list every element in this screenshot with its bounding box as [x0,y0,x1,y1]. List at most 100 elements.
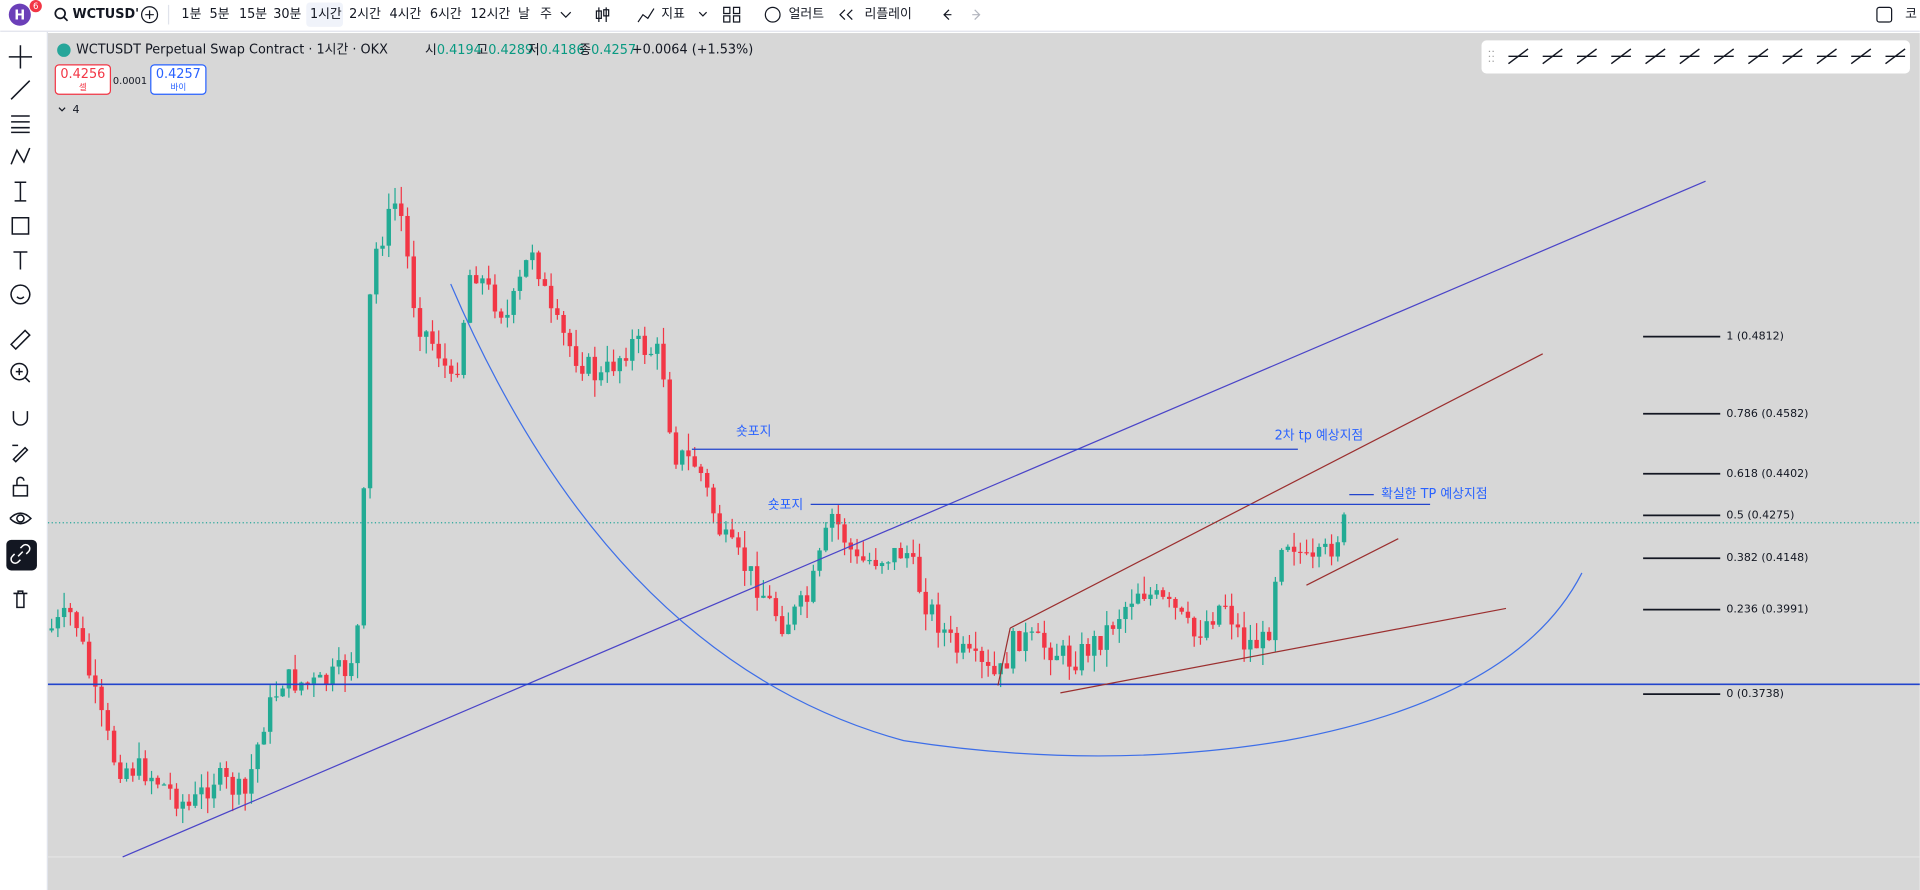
left-tool[interactable] [8,45,33,69]
indicator-dropdown[interactable] [698,11,708,17]
left-tool[interactable] [9,512,32,525]
candle-body [1017,631,1022,652]
left-tool[interactable] [11,216,30,235]
left-tool[interactable] [13,251,28,270]
candle-body [967,643,972,649]
left-tool[interactable] [12,411,29,426]
left-tool[interactable] [10,362,31,383]
draw-tool[interactable] [1610,48,1632,65]
left-tool[interactable] [10,284,31,305]
interval[interactable]: 30분 [273,7,301,22]
interval-dropdown[interactable] [560,11,572,19]
candle-body [218,768,223,785]
draw-tool[interactable] [1508,48,1529,65]
interval[interactable]: 5분 [210,7,230,22]
candle-body [1167,596,1172,599]
candle-body [530,252,535,261]
candle-body [548,285,554,309]
candle-body [430,331,435,344]
redo[interactable] [972,9,981,21]
annotation: 숏포지 [768,498,803,513]
indicators[interactable]: 지표 [661,7,685,22]
draw-tool[interactable] [1850,48,1872,65]
draw-tool[interactable] [1782,48,1803,65]
left-tool[interactable] [10,80,31,100]
interval[interactable]: 1시간 [310,7,342,22]
candle-body [1229,605,1234,625]
replay-icon[interactable] [839,9,853,21]
collapse-icon[interactable] [58,107,66,112]
candle-body [861,556,866,561]
candle-body [1335,542,1340,557]
left-tool[interactable] [13,590,28,609]
spread: 0.0001 [113,76,147,87]
candle-body [630,338,635,361]
left-tool[interactable] [14,181,27,202]
candle-body [49,628,54,631]
interval[interactable]: 6시간 [430,7,462,22]
symbol[interactable]: WCTUSD' [72,7,139,22]
candle-body [1310,552,1316,557]
candle-body [911,553,916,557]
search-icon[interactable] [54,7,66,20]
avatar[interactable] [8,3,31,26]
indicator-icon[interactable] [637,8,655,23]
active-tool-bg [6,539,37,571]
interval[interactable]: 날 [518,7,530,22]
legend-title: WCTUSDT Perpetual Swap Contract · 1시간 · … [76,43,388,58]
window-icon[interactable] [1876,6,1893,23]
candle-body [480,278,485,284]
draw-tool[interactable] [1576,48,1598,65]
left-tool[interactable] [11,115,30,134]
candle-body [274,696,279,698]
left-tool[interactable] [10,147,31,165]
candle-body [130,768,136,776]
fib-label: 0.786 (0.4582) [1726,407,1808,420]
add-symbol[interactable] [141,6,159,24]
alert[interactable]: 얼러트 [789,7,825,22]
interval[interactable]: 12시간 [470,7,510,22]
drag-handle[interactable] [1488,50,1494,62]
ohlc-label: 저 [528,43,540,58]
layout-icon[interactable] [723,6,741,23]
avatar-letter: H [14,8,25,23]
draw-tool[interactable] [1713,48,1735,65]
draw-tool[interactable] [1816,48,1837,65]
candle-body [798,595,804,607]
draw-tool[interactable] [1679,48,1700,65]
candle-body [199,787,204,795]
interval[interactable]: 4시간 [390,7,422,22]
left-tool[interactable] [10,329,31,351]
replay[interactable]: 리플레이 [865,7,912,22]
draw-tool[interactable] [1542,48,1563,65]
sell-button[interactable] [54,64,112,95]
candle-body [299,682,304,691]
draw-tool[interactable] [1885,48,1906,65]
undo[interactable] [943,9,952,21]
fib-label: 0.5 (0.4275) [1726,508,1794,521]
candle-body [1085,644,1091,656]
draw-tool[interactable] [1645,48,1666,65]
candle-body [417,308,423,337]
interval[interactable]: 1분 [181,7,201,22]
left-tool[interactable] [12,444,29,463]
trend-line [122,180,1706,858]
buy-button[interactable] [150,64,207,95]
left-tool[interactable] [12,476,29,497]
candle-body [424,331,429,337]
candle-body [648,353,654,356]
alert-icon[interactable] [764,6,781,23]
left-tool[interactable] [10,543,31,565]
search-handle [63,16,69,22]
candle-body [174,788,179,809]
draw-tool[interactable] [1747,48,1769,65]
ohlc-value: 0.4257 [591,43,636,58]
candle-body [180,801,185,809]
candle-type-icon[interactable] [595,7,610,23]
channel-bottom [1060,607,1507,694]
interval[interactable]: 주 [540,7,552,22]
interval[interactable]: 2시간 [349,7,381,22]
candle-body [442,358,448,366]
candle-body [942,629,947,633]
interval[interactable]: 15분 [239,7,267,22]
